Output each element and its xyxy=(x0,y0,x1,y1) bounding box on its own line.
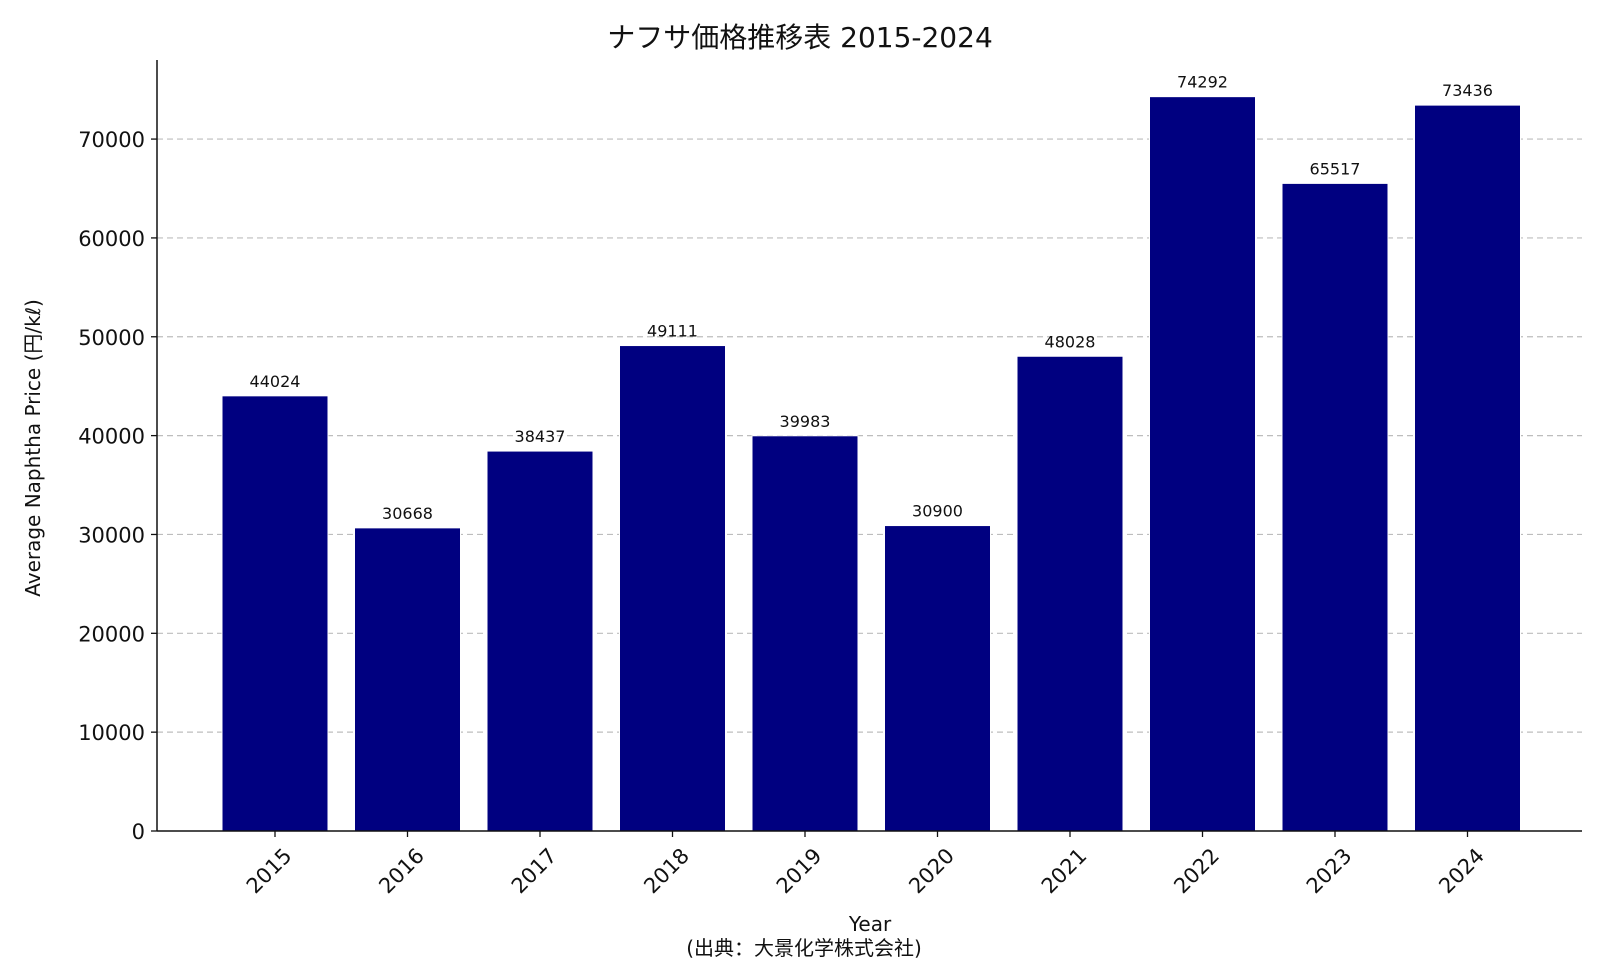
y-tick-label: 60000 xyxy=(78,227,145,251)
y-tick-label: 30000 xyxy=(78,523,145,547)
x-axis-ticks: 2015 2016 2017 2018 2019 2020 2021 2022 2023 2024 xyxy=(242,831,1489,898)
bar-2017 xyxy=(486,450,594,832)
y-axis-label: Average Naphtha Price (円/kℓ) xyxy=(21,299,45,597)
x-tick-label-2022: 2022 xyxy=(1169,844,1224,899)
x-tick-label-2017: 2017 xyxy=(507,844,562,899)
y-tick-label: 0 xyxy=(132,820,145,844)
x-tick-label-2019: 2019 xyxy=(772,844,827,899)
bars xyxy=(221,96,1521,832)
value-label-2022: 74292 xyxy=(1177,73,1228,92)
bar-2023 xyxy=(1281,182,1389,832)
x-tick-label-2015: 2015 xyxy=(242,844,297,899)
y-tick-label: 10000 xyxy=(78,721,145,745)
bar-2024 xyxy=(1414,104,1521,832)
value-label-2024: 73436 xyxy=(1442,81,1493,100)
value-label-2015: 44024 xyxy=(250,372,301,391)
bar-2021 xyxy=(1016,355,1124,832)
source-note: (出典：大景化学株式会社) xyxy=(686,936,922,960)
bar-2019 xyxy=(751,435,859,832)
bar-2022 xyxy=(1149,96,1256,832)
value-label-2021: 48028 xyxy=(1045,332,1096,351)
y-tick-label: 40000 xyxy=(78,425,145,449)
value-label-2020: 30900 xyxy=(912,502,963,521)
bar-2016 xyxy=(354,527,461,832)
gridlines xyxy=(157,138,1582,733)
x-tick-label-2021: 2021 xyxy=(1037,844,1092,899)
chart-title: ナフサ価格推移表 2015-2024 xyxy=(607,21,993,54)
bar-2020 xyxy=(884,525,991,832)
x-tick-label-2016: 2016 xyxy=(374,844,429,899)
x-tick-label-2020: 2020 xyxy=(904,844,959,899)
y-tick-label: 50000 xyxy=(78,326,145,350)
bar-2015 xyxy=(221,395,329,832)
x-axis-label: Year xyxy=(848,912,892,936)
x-tick-label-2023: 2023 xyxy=(1302,844,1357,899)
y-axis-ticks: 0 10000 20000 30000 40000 50000 60000 70000 xyxy=(78,128,157,844)
y-tick-label: 70000 xyxy=(78,128,145,152)
value-labels: 44024 30668 38437 49111 39983 30900 48028 74292… xyxy=(250,73,1493,523)
value-label-2019: 39983 xyxy=(780,412,831,431)
x-tick-label-2024: 2024 xyxy=(1434,844,1489,899)
value-label-2016: 30668 xyxy=(382,504,433,523)
x-tick-label-2018: 2018 xyxy=(639,844,694,899)
value-label-2023: 65517 xyxy=(1310,159,1361,178)
value-label-2017: 38437 xyxy=(515,427,566,446)
value-label-2018: 49111 xyxy=(647,322,698,341)
y-tick-label: 20000 xyxy=(78,622,145,646)
bar-2018 xyxy=(619,345,726,832)
